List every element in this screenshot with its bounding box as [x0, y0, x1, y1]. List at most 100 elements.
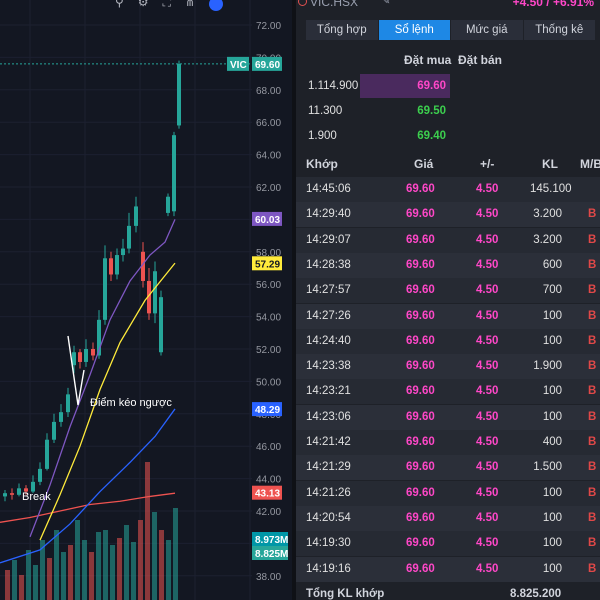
candle-body	[127, 225, 131, 249]
search-icon[interactable]: ⚲	[115, 0, 124, 9]
match-time: 14:21:26	[306, 486, 351, 499]
candle-body	[109, 258, 113, 275]
volume-bar	[54, 530, 59, 600]
price-tag	[252, 485, 282, 500]
match-row[interactable]: 14:29:40 69.60 4.50 3.200 B	[296, 202, 600, 228]
tab-1[interactable]: Sổ lệnh	[378, 20, 451, 40]
fullscreen-icon[interactable]: ⛶	[162, 0, 171, 9]
match-side: B	[588, 385, 597, 398]
match-chg: 4.50	[476, 334, 499, 347]
gear-icon[interactable]: ⚙	[137, 0, 149, 9]
candle-body	[45, 439, 49, 469]
candle-body	[31, 481, 35, 492]
match-row[interactable]: 14:27:57 69.60 4.50 700 B	[296, 278, 600, 304]
match-vol: 100	[542, 562, 562, 575]
price-axis-label: 50.00	[256, 377, 281, 388]
symbol-label[interactable]: VIC.HSX	[310, 0, 359, 9]
candle-body	[141, 251, 145, 281]
bid-header: Đặt mua	[404, 53, 452, 67]
match-row[interactable]: 14:19:16 69.60 4.50 100 B	[296, 556, 600, 582]
price-change: +4.50 / +6.91%	[512, 0, 594, 9]
match-time: 14:21:29	[306, 461, 351, 474]
price-axis-label: 56.00	[256, 280, 281, 291]
match-price: 69.60	[406, 436, 435, 448]
match-row[interactable]: 14:29:07 69.60 4.50 3.200 B	[296, 227, 600, 253]
match-chg: 4.50	[476, 284, 499, 297]
match-row[interactable]: 14:45:06 69.60 4.50 145.100	[296, 177, 600, 202]
reversal-arrow-icon	[67, 335, 85, 406]
bid-cell[interactable]: 69.40	[360, 124, 450, 148]
volume-bar	[47, 558, 52, 600]
book-row[interactable]: 11.300 69.50	[296, 99, 600, 123]
match-side: B	[588, 436, 597, 448]
candle-body	[172, 135, 176, 212]
match-row[interactable]: 14:23:21 69.60 4.50 100 B	[296, 379, 600, 405]
candle-body	[147, 280, 151, 314]
candle-body	[121, 248, 125, 256]
price-chart[interactable]: 72.0070.0068.0066.0064.0062.0060.0058.00…	[0, 0, 292, 600]
book-row[interactable]: 1.114.900 69.60	[296, 74, 600, 98]
col-side: M/B	[580, 157, 600, 171]
match-chg: 4.50	[476, 410, 499, 423]
volume-bar	[117, 538, 122, 600]
candle-body	[38, 468, 42, 482]
match-time: 14:28:38	[306, 258, 351, 271]
match-vol: 700	[542, 284, 562, 297]
share-icon[interactable]: ⋔	[184, 0, 196, 9]
match-chg: 4.50	[476, 258, 499, 271]
match-side: B	[588, 233, 597, 246]
match-vol: 400	[542, 436, 562, 448]
price-tag-label: 43.13	[255, 489, 280, 500]
volume-bar	[166, 540, 171, 600]
tab-2[interactable]: Mức giá	[451, 20, 524, 40]
match-row[interactable]: 14:23:06 69.60 4.50 100 B	[296, 404, 600, 430]
panel-tabs: Tổng hợp Sổ lệnh Mức giá Thống kê	[306, 20, 596, 40]
match-row[interactable]: 14:24:40 69.60 4.50 100 B	[296, 328, 600, 354]
price-axis-label: 62.00	[256, 183, 281, 194]
price-axis-label: 44.00	[256, 475, 281, 486]
match-chg: 4.50	[476, 461, 499, 474]
tab-0[interactable]: Tổng hợp	[306, 20, 379, 40]
candle-body	[159, 297, 163, 353]
volume-bar	[152, 512, 157, 600]
order-book-header: Đặt mua Đặt bán	[296, 50, 600, 70]
book-row[interactable]: 1.900 69.40	[296, 124, 600, 148]
match-row[interactable]: 14:21:26 69.60 4.50 100 B	[296, 480, 600, 506]
price-tag-label: 60.03	[255, 215, 280, 226]
price-axis-label: 52.00	[256, 345, 281, 356]
match-row[interactable]: 14:21:29 69.60 4.50 1.500 B	[296, 455, 600, 481]
ask-header: Đặt bán	[458, 53, 503, 67]
volume-bar	[26, 550, 31, 600]
break-annotation: Break	[22, 491, 51, 503]
chart-canvas[interactable]: 72.0070.0068.0066.0064.0062.0060.0058.00…	[0, 0, 292, 600]
match-price: 69.60	[406, 410, 435, 423]
match-row[interactable]: 14:23:38 69.60 4.50 1.900 B	[296, 354, 600, 380]
match-row[interactable]: 14:27:26 69.60 4.50 100 B	[296, 303, 600, 329]
chart-toolbar: ⚲ ⚙ ⛶ ⋔	[115, 0, 224, 11]
tab-3[interactable]: Thống kê	[524, 20, 596, 40]
price-axis-label: 54.00	[256, 313, 281, 324]
candle-body	[177, 63, 181, 126]
match-chg: 4.50	[476, 537, 499, 550]
bid-cell[interactable]: 69.50	[360, 99, 450, 123]
volume-bar	[33, 565, 38, 600]
match-time: 14:19:30	[306, 537, 351, 550]
candle-body	[59, 412, 63, 422]
match-vol: 1.500	[533, 461, 562, 474]
match-row[interactable]: 14:19:30 69.60 4.50 100 B	[296, 531, 600, 557]
bid-cell[interactable]: 69.60	[360, 74, 450, 98]
match-row[interactable]: 14:21:42 69.60 4.50 400 B	[296, 430, 600, 455]
price-axis-label: 42.00	[256, 507, 281, 518]
match-time: 14:23:06	[306, 410, 351, 423]
match-side: B	[588, 511, 597, 524]
match-vol: 145.100	[530, 183, 572, 195]
match-chg: 4.50	[476, 511, 499, 524]
match-side: B	[588, 334, 597, 347]
match-row[interactable]: 14:28:38 69.60 4.50 600 B	[296, 252, 600, 278]
candle-body	[72, 352, 76, 366]
match-row[interactable]: 14:20:54 69.60 4.50 100 B	[296, 505, 600, 531]
price-tag	[252, 56, 282, 71]
volume-bar	[159, 530, 164, 600]
edit-icon[interactable]: ✎	[382, 0, 391, 7]
book-qty: 1.900	[308, 130, 337, 142]
